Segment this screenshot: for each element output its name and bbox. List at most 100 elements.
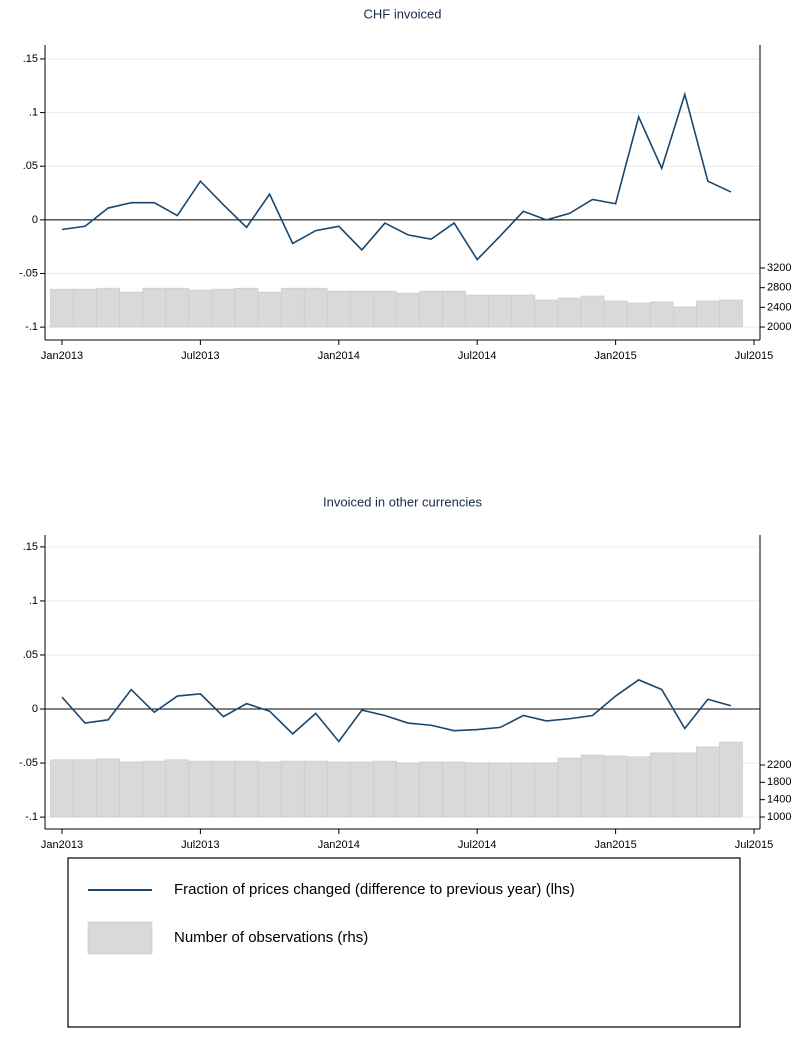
y-tick-label: .15: [23, 53, 38, 65]
bar: [419, 290, 443, 328]
chart-title: CHF invoiced: [363, 6, 441, 21]
bar: [649, 301, 674, 328]
bar: [672, 752, 697, 818]
bar: [303, 760, 328, 818]
bar: [96, 287, 120, 328]
bar: [50, 759, 74, 818]
y-tick-label: 0: [32, 214, 38, 226]
y-tick-label: 0: [32, 703, 38, 715]
bar: [511, 762, 536, 818]
y2-tick-label: 2200: [767, 759, 791, 771]
bar: [257, 291, 282, 328]
bar: [165, 759, 190, 818]
x-tick-label: Jan2013: [41, 839, 83, 851]
bar: [719, 299, 743, 328]
bar: [280, 287, 305, 328]
x-tick-label: Jul2015: [735, 839, 774, 851]
bar: [419, 761, 443, 818]
bar: [580, 295, 605, 328]
bar: [488, 762, 513, 818]
bar: [603, 300, 628, 328]
x-tick-label: Jul2014: [458, 839, 497, 851]
y-tick-label: -.05: [19, 757, 38, 769]
bar: [719, 741, 743, 818]
y-tick-label: .05: [23, 649, 38, 661]
x-tick-label: Jul2015: [735, 350, 774, 362]
y-tick-label: .1: [29, 106, 38, 118]
y2-tick-label: 2800: [767, 282, 791, 294]
bar: [73, 759, 97, 818]
bar: [142, 287, 167, 328]
bar: [211, 288, 236, 328]
bar: [557, 297, 582, 328]
bar: [119, 761, 144, 818]
bar: [303, 287, 328, 328]
y-tick-label: .1: [29, 595, 38, 607]
x-tick-label: Jul2013: [181, 839, 220, 851]
y2-tick-label: 2000: [767, 321, 791, 333]
bar: [442, 290, 466, 328]
x-tick-label: Jan2014: [318, 350, 360, 362]
bar: [557, 757, 582, 818]
bar: [188, 289, 213, 328]
bar: [534, 299, 559, 328]
bar: [280, 760, 305, 818]
bar: [534, 762, 559, 818]
bar: [603, 755, 628, 818]
bar: [672, 306, 697, 328]
bar: [442, 761, 466, 818]
bar: [73, 288, 97, 328]
bar: [396, 292, 420, 328]
x-tick-label: Jan2014: [318, 839, 360, 851]
y2-tick-label: 1000: [767, 811, 791, 823]
y2-tick-label: 2400: [767, 301, 791, 313]
bar: [696, 300, 720, 328]
bar: [696, 746, 720, 818]
legend-box: [67, 857, 741, 1028]
legend-label: Number of observations (rhs): [174, 929, 368, 946]
y-tick-label: -.1: [25, 321, 38, 333]
bar: [211, 760, 236, 818]
bar: [119, 291, 144, 328]
x-tick-label: Jul2013: [181, 350, 220, 362]
bar: [465, 294, 490, 328]
bar: [350, 761, 374, 818]
y-tick-label: .15: [23, 541, 38, 553]
bar: [326, 290, 351, 328]
legend-swatch-bar: [87, 921, 153, 955]
x-tick-label: Jul2014: [458, 350, 497, 362]
bar: [326, 761, 351, 818]
bar: [580, 754, 605, 818]
bar: [465, 762, 490, 818]
bar: [96, 758, 120, 818]
bar: [234, 287, 259, 328]
x-tick-label: Jan2015: [594, 350, 636, 362]
bar: [626, 302, 651, 328]
y-tick-label: -.05: [19, 267, 38, 279]
chart-title: Invoiced in other currencies: [323, 494, 482, 509]
bar: [50, 288, 74, 328]
bar: [396, 762, 420, 818]
bar: [626, 756, 651, 818]
bar: [350, 290, 374, 328]
y2-tick-label: 1400: [767, 794, 791, 806]
bar: [373, 760, 397, 818]
bar: [234, 760, 259, 818]
bar: [257, 761, 282, 818]
legend-label: Fraction of prices changed (difference t…: [174, 881, 575, 898]
x-tick-label: Jan2013: [41, 350, 83, 362]
bar: [165, 287, 190, 328]
bar: [373, 290, 397, 328]
bar: [188, 760, 213, 818]
data-line: [61, 678, 732, 743]
y2-tick-label: 3200: [767, 262, 791, 274]
y-tick-label: .05: [23, 160, 38, 172]
bar: [142, 760, 167, 818]
data-line: [61, 91, 732, 261]
bar: [649, 752, 674, 818]
x-tick-label: Jan2015: [594, 839, 636, 851]
y2-tick-label: 1800: [767, 776, 791, 788]
bar: [488, 294, 513, 328]
bar: [511, 294, 536, 328]
y-tick-label: -.1: [25, 811, 38, 823]
